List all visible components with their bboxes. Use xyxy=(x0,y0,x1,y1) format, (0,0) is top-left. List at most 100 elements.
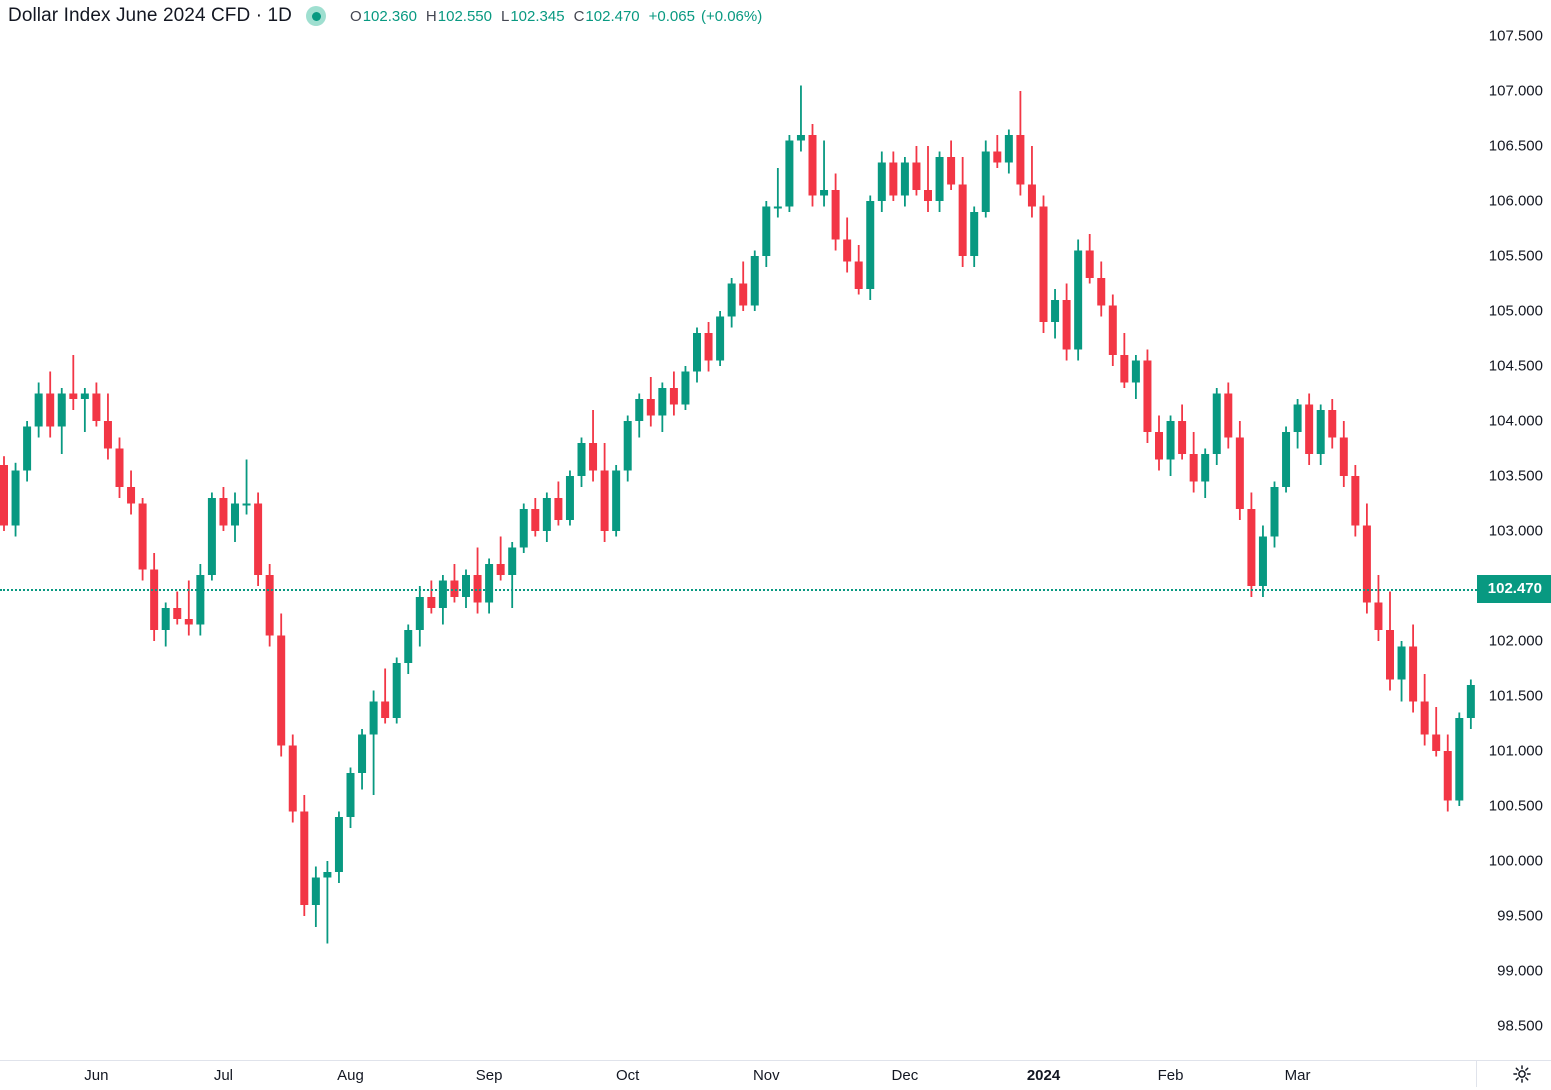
candle-wick xyxy=(823,140,825,207)
ohlc-change-percent: (+0.06%) xyxy=(700,7,763,25)
candle-body xyxy=(716,316,725,361)
candle-body xyxy=(80,393,89,399)
candle-body xyxy=(11,470,20,526)
candle-body xyxy=(589,443,598,471)
ohlc-open-label: O xyxy=(350,7,362,25)
ohlc-open-value: 102.360 xyxy=(362,7,417,25)
current-price-badge: 102.470 xyxy=(1477,575,1551,604)
candle-body xyxy=(1120,355,1129,383)
time-tick: Aug xyxy=(337,1067,364,1084)
candle-body xyxy=(1212,393,1221,454)
price-tick: 107.500 xyxy=(1488,27,1543,45)
candle-body xyxy=(415,597,424,630)
time-tick: Dec xyxy=(891,1067,919,1084)
candle-body xyxy=(519,509,528,548)
market-status-dot-icon[interactable] xyxy=(306,6,327,26)
candle-wick xyxy=(776,168,779,218)
price-tick: 98.500 xyxy=(1497,1017,1543,1035)
candle-body xyxy=(889,162,898,196)
candle-body xyxy=(254,503,263,575)
candle-body xyxy=(242,503,251,506)
candle-body xyxy=(161,608,170,630)
candle-body xyxy=(947,157,956,185)
candle-wick xyxy=(800,85,802,152)
candle-body xyxy=(612,470,621,531)
price-tick: 103.500 xyxy=(1488,467,1543,485)
candle-body xyxy=(1201,454,1210,482)
chart-plot-area[interactable] xyxy=(0,0,1477,1060)
candle-body xyxy=(103,421,112,449)
price-tick: 99.000 xyxy=(1497,962,1543,980)
candle-body xyxy=(0,465,8,526)
time-tick: Jun xyxy=(84,1067,109,1084)
candle-body xyxy=(820,190,829,196)
candle-body xyxy=(265,575,274,636)
candle-wick xyxy=(372,690,375,795)
price-tick: 103.000 xyxy=(1488,522,1543,540)
candle-body xyxy=(184,619,193,625)
candle-body xyxy=(554,498,563,520)
time-tick: Nov xyxy=(752,1067,780,1084)
candle-body xyxy=(1155,432,1163,460)
candle-body xyxy=(565,476,574,520)
chart-legend: Dollar Index June 2024 CFD · 1D O 102.36… xyxy=(8,4,762,28)
ohlc-close-value: 102.470 xyxy=(585,7,640,25)
candle-body xyxy=(1328,410,1337,438)
candle-body xyxy=(1339,437,1348,476)
candle-wick xyxy=(245,459,248,515)
price-tick: 100.500 xyxy=(1488,797,1543,815)
price-tick: 102.000 xyxy=(1488,632,1543,650)
symbol-title[interactable]: Dollar Index June 2024 CFD · 1D xyxy=(8,5,293,26)
candle-body xyxy=(1039,206,1048,322)
candle-body xyxy=(1004,135,1013,163)
candle-body xyxy=(196,575,205,625)
candle-body xyxy=(1351,476,1360,526)
candle-body xyxy=(681,371,690,405)
candle-body xyxy=(1027,184,1036,207)
candle-body xyxy=(935,157,944,201)
time-axis[interactable]: Jun Jul Aug Sep Oct Nov Dec 2024 Feb Mar xyxy=(0,1060,1551,1088)
candle-wick xyxy=(83,388,86,432)
candle-body xyxy=(392,663,401,718)
candle-body xyxy=(1432,734,1441,751)
candle-body xyxy=(462,575,470,597)
candle-body xyxy=(334,817,343,872)
candle-body xyxy=(1247,509,1256,586)
candle-body xyxy=(773,206,782,209)
candle-body xyxy=(669,388,678,405)
candle-body xyxy=(231,503,239,526)
candle-body xyxy=(92,393,101,421)
price-tick: 104.500 xyxy=(1488,357,1543,375)
candle-body xyxy=(300,811,309,905)
time-tick: Sep xyxy=(475,1067,503,1084)
candle-body xyxy=(912,162,921,190)
price-tick: 99.500 xyxy=(1497,907,1543,925)
price-tick: 101.000 xyxy=(1488,742,1543,760)
candle-body xyxy=(1224,393,1233,438)
candle-body xyxy=(473,575,482,603)
candle-body xyxy=(34,393,43,427)
candle-body xyxy=(1189,454,1198,482)
current-price-line xyxy=(0,589,1477,592)
candle-body xyxy=(346,773,355,817)
time-tick: Oct xyxy=(616,1067,640,1084)
candle-wick xyxy=(927,146,929,212)
price-axis[interactable]: 108.000107.500107.000106.500106.000105.5… xyxy=(1477,0,1551,1060)
gear-icon[interactable] xyxy=(1511,1063,1533,1085)
candle-body xyxy=(369,701,378,735)
candle-wick xyxy=(1435,707,1438,757)
candle-body xyxy=(542,498,551,531)
candle-body xyxy=(658,388,667,416)
candle-body xyxy=(115,448,124,487)
candle-body xyxy=(843,239,852,262)
candle-body xyxy=(1420,701,1429,735)
price-tick: 106.000 xyxy=(1488,192,1543,210)
candle-body xyxy=(1443,751,1452,801)
candle-body xyxy=(877,162,886,201)
candle-body xyxy=(785,140,794,207)
candle-body xyxy=(704,333,713,361)
price-tick: 105.500 xyxy=(1488,247,1543,265)
candle-body xyxy=(219,498,228,526)
candle-body xyxy=(207,498,216,575)
candle-body xyxy=(1316,410,1325,454)
